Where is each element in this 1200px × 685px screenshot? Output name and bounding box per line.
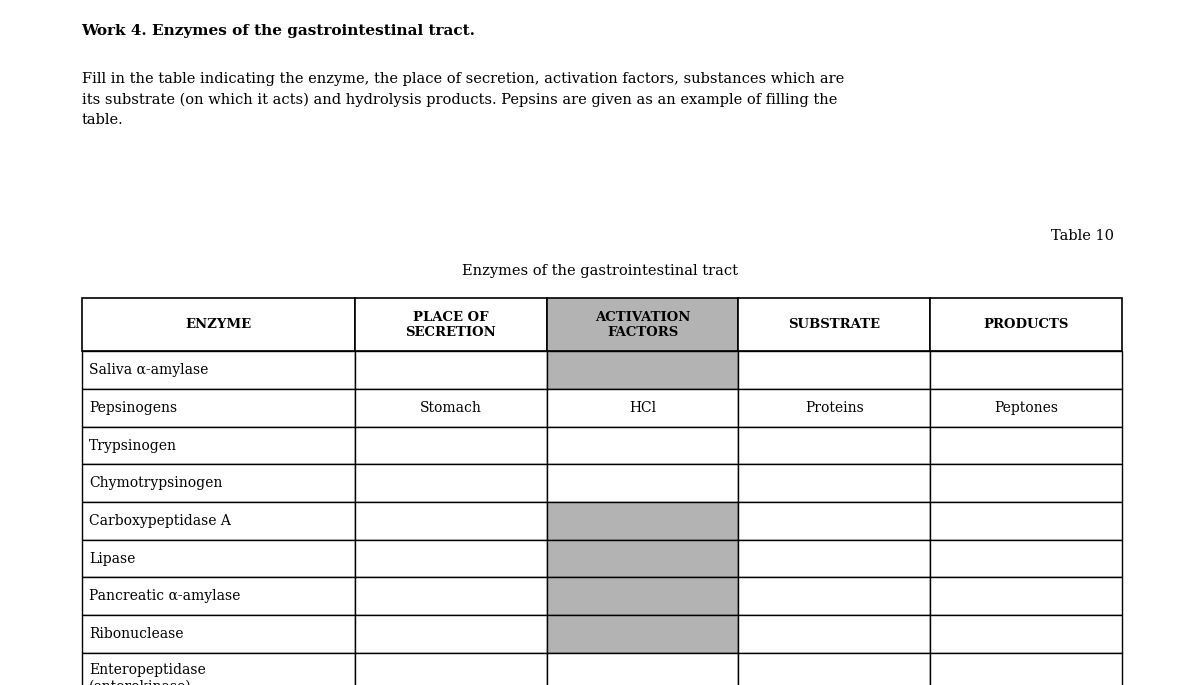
Bar: [738, 577, 930, 615]
Bar: [930, 427, 1122, 464]
Bar: [355, 389, 546, 427]
Bar: [546, 540, 738, 577]
Bar: [82, 502, 355, 540]
Bar: [355, 540, 546, 577]
Text: Carboxypeptidase A: Carboxypeptidase A: [89, 514, 230, 528]
Bar: [546, 615, 738, 653]
Bar: [355, 427, 546, 464]
Bar: [82, 351, 355, 389]
Bar: [546, 653, 738, 685]
Bar: [82, 653, 355, 685]
Bar: [546, 351, 738, 389]
Bar: [355, 653, 546, 685]
Text: Trypsinogen: Trypsinogen: [89, 438, 176, 453]
Bar: [930, 615, 1122, 653]
Text: Stomach: Stomach: [420, 401, 481, 415]
Text: Saliva α-amylase: Saliva α-amylase: [89, 363, 208, 377]
Bar: [738, 653, 930, 685]
Bar: [82, 540, 355, 577]
Bar: [355, 464, 546, 502]
Text: Enteropeptidase
(enterokinase): Enteropeptidase (enterokinase): [89, 663, 205, 685]
Text: SUBSTRATE: SUBSTRATE: [788, 319, 881, 331]
Text: HCl: HCl: [629, 401, 656, 415]
Bar: [82, 577, 355, 615]
Text: Lipase: Lipase: [89, 551, 136, 566]
Text: Ribonuclease: Ribonuclease: [89, 627, 184, 641]
Text: Pepsinogens: Pepsinogens: [89, 401, 176, 415]
Bar: [738, 427, 930, 464]
Text: Work 4. Enzymes of the gastrointestinal tract.: Work 4. Enzymes of the gastrointestinal …: [82, 24, 475, 38]
Bar: [738, 464, 930, 502]
Bar: [355, 298, 546, 351]
Text: PRODUCTS: PRODUCTS: [984, 319, 1069, 331]
Bar: [738, 389, 930, 427]
Bar: [738, 298, 930, 351]
Bar: [355, 351, 546, 389]
Text: Fill in the table indicating the enzyme, the place of secretion, activation fact: Fill in the table indicating the enzyme,…: [82, 72, 844, 127]
Bar: [930, 502, 1122, 540]
Bar: [930, 577, 1122, 615]
Bar: [738, 502, 930, 540]
Bar: [930, 464, 1122, 502]
Bar: [546, 577, 738, 615]
Text: Chymotrypsinogen: Chymotrypsinogen: [89, 476, 222, 490]
Bar: [355, 502, 546, 540]
Bar: [930, 298, 1122, 351]
Text: Peptones: Peptones: [994, 401, 1058, 415]
Bar: [82, 298, 355, 351]
Bar: [930, 540, 1122, 577]
Text: PLACE OF
SECRETION: PLACE OF SECRETION: [406, 311, 496, 338]
Text: Table 10: Table 10: [1051, 229, 1114, 243]
Bar: [930, 653, 1122, 685]
Text: Proteins: Proteins: [805, 401, 864, 415]
Bar: [930, 351, 1122, 389]
Bar: [355, 577, 546, 615]
Bar: [82, 615, 355, 653]
Bar: [738, 540, 930, 577]
Text: Pancreatic α-amylase: Pancreatic α-amylase: [89, 589, 240, 603]
Bar: [546, 464, 738, 502]
Bar: [82, 464, 355, 502]
Text: Enzymes of the gastrointestinal tract: Enzymes of the gastrointestinal tract: [462, 264, 738, 277]
Bar: [355, 615, 546, 653]
Text: ENZYME: ENZYME: [185, 319, 251, 331]
Bar: [930, 389, 1122, 427]
Bar: [546, 389, 738, 427]
Bar: [546, 298, 738, 351]
Text: ACTIVATION
FACTORS: ACTIVATION FACTORS: [595, 311, 690, 338]
Bar: [82, 389, 355, 427]
Bar: [738, 615, 930, 653]
Bar: [546, 502, 738, 540]
Bar: [738, 351, 930, 389]
Bar: [546, 427, 738, 464]
Bar: [82, 427, 355, 464]
